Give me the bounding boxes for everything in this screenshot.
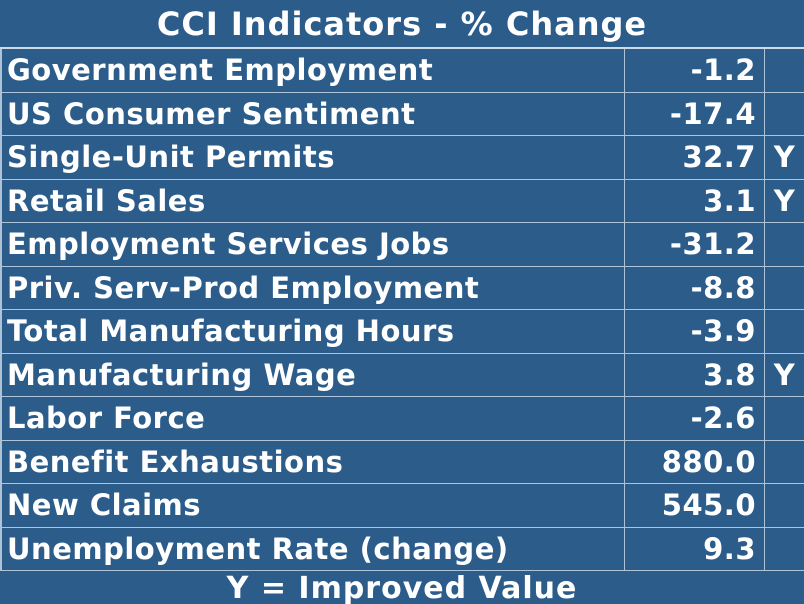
indicator-label: Priv. Serv-Prod Employment <box>2 266 625 309</box>
pct-change-value: -2.6 <box>625 397 765 440</box>
indicator-label: Retail Sales <box>2 179 625 222</box>
table-row: Labor Force -2.6 <box>2 397 804 441</box>
indicator-label: Single-Unit Permits <box>2 136 625 179</box>
table-row: US Consumer Sentiment -17.4 <box>2 92 804 136</box>
pct-change-value: 3.8 <box>625 353 765 396</box>
pct-change-value: -17.4 <box>625 92 765 135</box>
table-row: Single-Unit Permits 32.7 Y <box>2 136 804 180</box>
table-row: New Claims 545.0 <box>2 484 804 528</box>
indicator-label: Manufacturing Wage <box>2 353 625 396</box>
indicator-label: Labor Force <box>2 397 625 440</box>
improved-flag <box>765 441 804 484</box>
table-body: Government Employment -1.2 US Consumer S… <box>0 49 804 571</box>
pct-change-value: 880.0 <box>625 440 765 483</box>
legend-text: Y = Improved Value <box>226 571 578 604</box>
table-row: Benefit Exhaustions 880.0 <box>2 440 804 484</box>
indicator-label: New Claims <box>2 484 625 527</box>
table-row: Manufacturing Wage 3.8 Y <box>2 353 804 397</box>
table-row: Total Manufacturing Hours -3.9 <box>2 310 804 354</box>
pct-change-value: -1.2 <box>625 49 765 92</box>
pct-change-value: -31.2 <box>625 223 765 266</box>
improved-flag <box>765 93 804 136</box>
improved-flag <box>765 310 804 353</box>
indicator-label: Benefit Exhaustions <box>2 440 625 483</box>
indicator-label: Total Manufacturing Hours <box>2 310 625 353</box>
improved-flag <box>765 484 804 527</box>
table-row: Retail Sales 3.1 Y <box>2 179 804 223</box>
improved-flag <box>765 49 804 92</box>
indicator-label: Unemployment Rate (change) <box>2 527 625 570</box>
indicator-label: Government Employment <box>2 49 625 92</box>
pct-change-value: -8.8 <box>625 266 765 309</box>
improved-flag <box>765 528 804 571</box>
improved-flag: Y <box>773 357 796 392</box>
table-row: Employment Services Jobs -31.2 <box>2 223 804 267</box>
indicator-label: Employment Services Jobs <box>2 223 625 266</box>
table-title: CCI Indicators - % Change <box>0 0 804 49</box>
pct-change-value: 9.3 <box>625 527 765 570</box>
table-row: Unemployment Rate (change) 9.3 <box>2 527 804 571</box>
table-row: Government Employment -1.2 <box>2 49 804 93</box>
improved-flag: Y <box>773 183 796 218</box>
pct-change-value: 545.0 <box>625 484 765 527</box>
improved-flag <box>765 267 804 310</box>
improved-flag <box>765 397 804 440</box>
table-row: Priv. Serv-Prod Employment -8.8 <box>2 266 804 310</box>
improved-flag <box>765 223 804 266</box>
pct-change-value: 32.7 <box>625 136 765 179</box>
pct-change-value: 3.1 <box>625 179 765 222</box>
indicator-label: US Consumer Sentiment <box>2 92 625 135</box>
improved-flag: Y <box>773 140 796 175</box>
pct-change-value: -3.9 <box>625 310 765 353</box>
